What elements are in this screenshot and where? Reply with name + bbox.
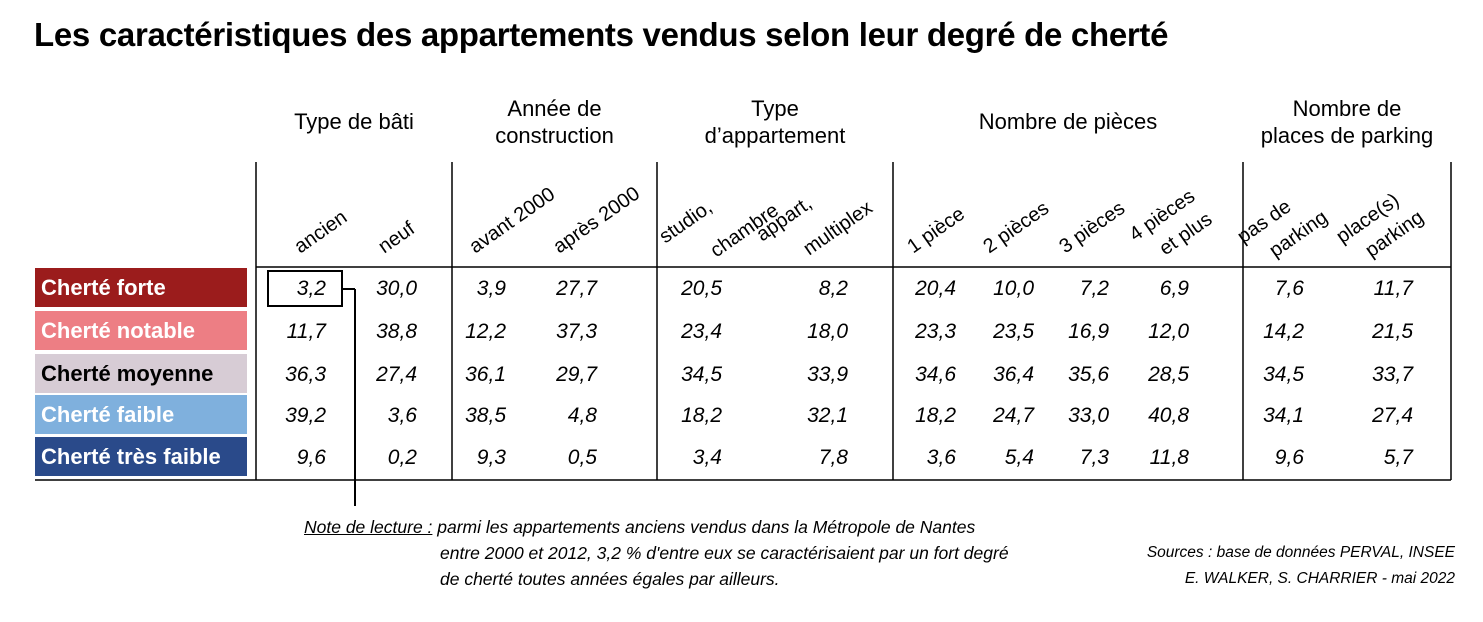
table-cell: 34,6 <box>915 363 956 386</box>
table-cell: 36,4 <box>993 363 1034 386</box>
group-header: Type de bâti <box>294 109 414 134</box>
table-cell: 23,3 <box>915 320 956 343</box>
table-cell: 6,9 <box>1159 277 1189 300</box>
table-cell: 34,5 <box>681 363 722 386</box>
table-cell: 5,4 <box>1004 446 1034 469</box>
table-cell: 38,8 <box>376 320 417 343</box>
row-label: Cherté très faible <box>35 437 247 476</box>
reading-note-line-3: de cherté toutes années égales par aille… <box>440 569 780 589</box>
group-header: Nombre de pièces <box>978 109 1158 134</box>
table-cell: 8,2 <box>818 277 848 300</box>
table-cell: 36,1 <box>465 363 506 386</box>
reading-note-label: Note de lecture : <box>304 517 433 537</box>
table-cell: 12,2 <box>465 320 506 343</box>
table-cell: 11,7 <box>286 320 326 343</box>
sources: Sources : base de données PERVAL, INSEE … <box>1147 540 1455 592</box>
reading-note-line-2: entre 2000 et 2012, 3,2 % d'entre eux se… <box>440 543 1009 563</box>
table-cell: 21,5 <box>1372 320 1413 343</box>
table-cell: 0,5 <box>567 446 597 469</box>
table-cell: 5,7 <box>1383 446 1413 469</box>
table-cell: 40,8 <box>1148 404 1189 427</box>
table-cell: 0,2 <box>387 446 417 469</box>
row-label: Cherté forte <box>35 268 247 307</box>
group-header: d’appartement <box>704 123 846 148</box>
table-cell: 11,8 <box>1149 446 1189 469</box>
group-header: Année de <box>507 96 602 121</box>
table-cell: 34,5 <box>1263 363 1304 386</box>
group-header: places de parking <box>1260 123 1434 148</box>
group-header: construction <box>495 123 614 148</box>
table-cell: 29,7 <box>556 363 597 386</box>
table-cell: 9,3 <box>476 446 506 469</box>
table-cell: 37,3 <box>556 320 597 343</box>
table-cell: 27,4 <box>376 363 417 386</box>
table-cell: 36,3 <box>285 363 326 386</box>
table-cell: 24,7 <box>993 404 1034 427</box>
reading-note: Note de lecture : parmi les appartements… <box>304 514 1009 592</box>
group-header: Nombre de <box>1292 96 1402 121</box>
table-cell: 7,6 <box>1274 277 1304 300</box>
table-cell: 32,1 <box>807 404 848 427</box>
table-cell: 7,3 <box>1079 446 1109 469</box>
table-cell: 3,9 <box>476 277 506 300</box>
row-label: Cherté notable <box>35 311 247 350</box>
sources-credit: E. WALKER, S. CHARRIER - mai 2022 <box>1184 570 1455 587</box>
reading-note-line-1: parmi les appartements anciens vendus da… <box>432 517 976 537</box>
table-cell: 39,2 <box>285 404 326 427</box>
table-cell: 20,4 <box>915 277 956 300</box>
table-cell: 27,7 <box>556 277 597 300</box>
table-cell: 23,4 <box>681 320 722 343</box>
row-label: Cherté moyenne <box>35 354 247 393</box>
table-cell: 18,2 <box>681 404 722 427</box>
table-cell: 33,7 <box>1372 363 1413 386</box>
table-cell: 28,5 <box>1148 363 1189 386</box>
page-title: Les caractéristiques des appartements ve… <box>34 16 1169 53</box>
table-cell: 10,0 <box>993 277 1034 300</box>
group-header: Type <box>751 96 799 121</box>
table-cell: 38,5 <box>465 404 506 427</box>
table-cell: 35,6 <box>1068 363 1109 386</box>
table-cell: 20,5 <box>681 277 722 300</box>
table-cell: 14,2 <box>1263 320 1304 343</box>
table-cell: 4,8 <box>567 404 597 427</box>
table-cell: 27,4 <box>1372 404 1413 427</box>
table-cell: 3,6 <box>926 446 956 469</box>
table-cell: 18,0 <box>807 320 848 343</box>
table-cell: 18,2 <box>915 404 956 427</box>
table-cell: 23,5 <box>993 320 1034 343</box>
table-cell: 12,0 <box>1148 320 1189 343</box>
table-cell: 3,4 <box>692 446 722 469</box>
table-cell: 16,9 <box>1068 320 1109 343</box>
table-cell: 33,0 <box>1068 404 1109 427</box>
sources-line-1: Sources : base de données PERVAL, INSEE <box>1146 544 1455 561</box>
table-cell: 3,2 <box>296 277 326 300</box>
table-cell: 34,1 <box>1263 404 1304 427</box>
table-cell: 9,6 <box>296 446 326 469</box>
table-cell: 7,2 <box>1079 277 1109 300</box>
table-cell: 11,7 <box>1373 277 1413 300</box>
table-cell: 3,6 <box>387 404 417 427</box>
table-cell: 7,8 <box>818 446 848 469</box>
table-cell: 33,9 <box>807 363 848 386</box>
row-label: Cherté faible <box>35 395 247 434</box>
table-cell: 30,0 <box>376 277 417 300</box>
table-cell: 9,6 <box>1274 446 1304 469</box>
